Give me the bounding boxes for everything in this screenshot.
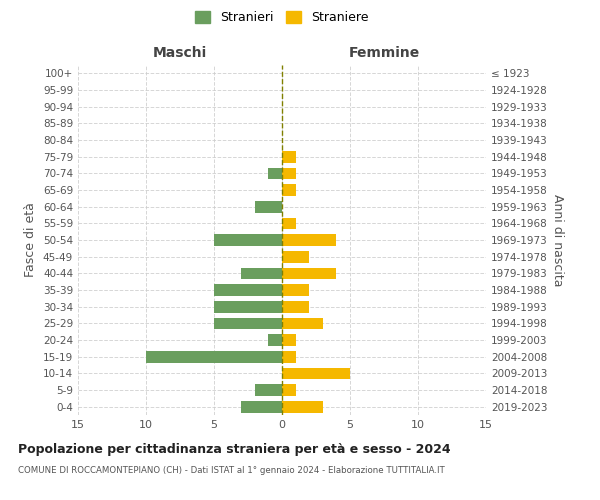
- Bar: [282, 184, 296, 196]
- Text: Maschi: Maschi: [153, 46, 207, 60]
- Bar: [282, 318, 323, 329]
- Bar: [282, 301, 309, 312]
- Bar: [146, 351, 282, 362]
- Bar: [255, 384, 282, 396]
- Bar: [241, 268, 282, 279]
- Text: COMUNE DI ROCCAMONTEPIANO (CH) - Dati ISTAT al 1° gennaio 2024 - Elaborazione TU: COMUNE DI ROCCAMONTEPIANO (CH) - Dati IS…: [18, 466, 445, 475]
- Bar: [282, 334, 296, 346]
- Bar: [282, 218, 296, 229]
- Y-axis label: Fasce di età: Fasce di età: [25, 202, 37, 278]
- Text: Femmine: Femmine: [349, 46, 419, 60]
- Bar: [268, 168, 282, 179]
- Bar: [282, 384, 296, 396]
- Text: Popolazione per cittadinanza straniera per età e sesso - 2024: Popolazione per cittadinanza straniera p…: [18, 442, 451, 456]
- Bar: [214, 284, 282, 296]
- Bar: [268, 334, 282, 346]
- Bar: [282, 168, 296, 179]
- Bar: [241, 401, 282, 412]
- Bar: [214, 318, 282, 329]
- Bar: [255, 201, 282, 212]
- Bar: [282, 251, 309, 262]
- Bar: [282, 268, 337, 279]
- Bar: [282, 151, 296, 162]
- Bar: [282, 234, 337, 246]
- Legend: Stranieri, Straniere: Stranieri, Straniere: [195, 11, 369, 24]
- Y-axis label: Anni di nascita: Anni di nascita: [551, 194, 564, 286]
- Bar: [214, 234, 282, 246]
- Bar: [282, 284, 309, 296]
- Bar: [282, 368, 350, 379]
- Bar: [282, 401, 323, 412]
- Bar: [282, 351, 296, 362]
- Bar: [214, 301, 282, 312]
